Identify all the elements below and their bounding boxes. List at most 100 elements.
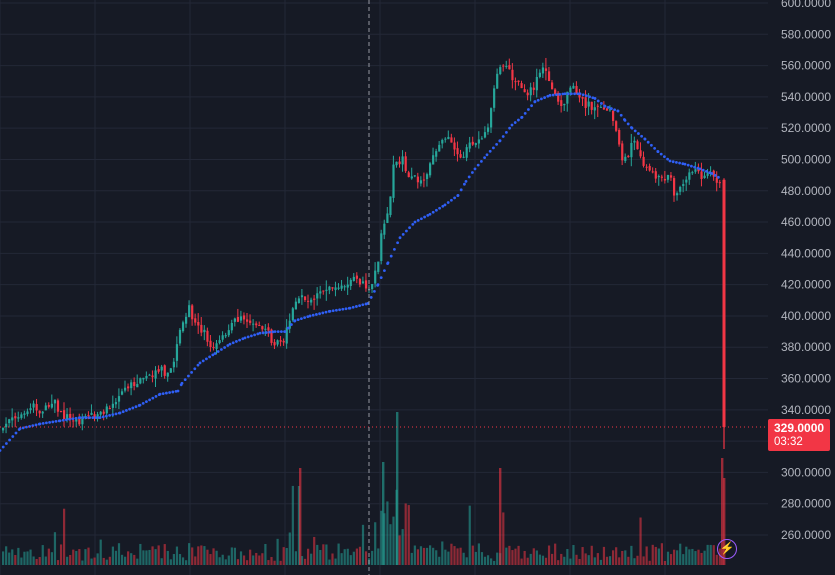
volume-bar <box>154 549 157 565</box>
volume-bar <box>2 551 5 565</box>
volume-bar <box>200 545 203 565</box>
volume-bar <box>63 508 66 565</box>
volume-bar <box>578 558 581 565</box>
trend-dot <box>428 212 432 216</box>
volume-bar <box>392 516 395 565</box>
trend-dot <box>0 449 2 452</box>
volume-bar <box>163 544 166 565</box>
candle <box>346 284 349 288</box>
trend-dot <box>241 337 245 341</box>
candle <box>72 420 75 422</box>
volume-bar <box>511 550 514 565</box>
volume-bar <box>194 556 197 565</box>
trend-dot <box>31 424 35 427</box>
trend-dot <box>14 431 18 435</box>
trend-dot <box>705 169 708 173</box>
volume-bar <box>499 468 502 565</box>
candle <box>53 399 57 404</box>
volume-bar <box>111 546 114 565</box>
candle <box>447 136 450 140</box>
volume-bar <box>267 560 270 565</box>
volume-bar <box>438 556 441 565</box>
volume-bar <box>569 558 572 565</box>
trend-dot <box>25 425 28 429</box>
candle <box>654 171 657 179</box>
volume-bar <box>136 558 139 565</box>
candle <box>145 375 148 379</box>
trend-dot <box>603 104 607 108</box>
candle <box>496 73 499 89</box>
volume-bar <box>47 548 50 565</box>
trend-dots <box>0 92 720 452</box>
candle <box>29 408 32 411</box>
candle <box>93 414 96 417</box>
trend-dot <box>211 353 215 357</box>
candle <box>5 423 8 428</box>
candle <box>230 322 233 331</box>
candle <box>313 298 316 300</box>
candle <box>17 417 20 419</box>
candle <box>181 322 185 332</box>
trend-dot <box>8 438 12 442</box>
volume-bar <box>264 543 267 565</box>
volume-bar <box>389 524 392 565</box>
candle <box>490 108 493 128</box>
trend-dot <box>533 100 537 103</box>
volume-bar <box>382 462 385 565</box>
volume-bar <box>90 558 93 565</box>
trend-dot <box>176 389 180 393</box>
candle <box>163 365 166 376</box>
candle <box>11 417 14 421</box>
volume-bar <box>142 550 145 565</box>
volume-bar <box>358 546 362 565</box>
trend-dot <box>613 108 616 112</box>
candle <box>429 163 432 176</box>
trend-dot <box>111 413 115 417</box>
volume-bar <box>294 551 297 565</box>
trend-dot <box>158 392 162 396</box>
volume-bar <box>14 555 17 565</box>
trend-dot <box>315 313 318 316</box>
trend-dot <box>128 407 132 411</box>
candle <box>666 174 670 180</box>
trend-dot <box>88 416 91 420</box>
trend-dot <box>243 336 247 340</box>
volume-bar <box>441 541 444 565</box>
volume-bar <box>325 544 328 565</box>
candle <box>566 91 569 104</box>
trend-dot <box>141 401 145 405</box>
volume-bar <box>212 548 215 565</box>
trend-dot <box>558 92 561 96</box>
volume-bar <box>599 559 602 565</box>
trend-dot <box>183 378 187 382</box>
candle <box>444 138 447 140</box>
candle <box>425 174 429 180</box>
trend-dot <box>98 416 102 420</box>
trend-dot <box>335 308 338 312</box>
volume-bar <box>404 503 407 565</box>
trend-dot <box>231 341 235 345</box>
trend-dot <box>91 416 95 420</box>
volume-bar <box>624 550 627 565</box>
candle <box>453 142 456 150</box>
candle <box>233 318 236 322</box>
candle <box>316 293 319 299</box>
candle <box>572 85 575 89</box>
lightning-icon[interactable]: ⚡ <box>717 539 737 559</box>
candle <box>392 164 395 198</box>
candle <box>593 107 596 111</box>
y-tick-label: 300.0000 <box>781 465 831 479</box>
volume-bar <box>703 550 706 565</box>
candle <box>249 320 252 323</box>
volume-bar <box>120 554 124 565</box>
trend-dot <box>328 309 332 313</box>
trend-dot <box>585 94 588 98</box>
candle <box>154 370 157 379</box>
candle <box>554 89 557 95</box>
volume-bar <box>723 478 726 565</box>
candle <box>151 375 154 378</box>
trend-dot <box>341 307 345 311</box>
trend-dot <box>610 107 613 110</box>
